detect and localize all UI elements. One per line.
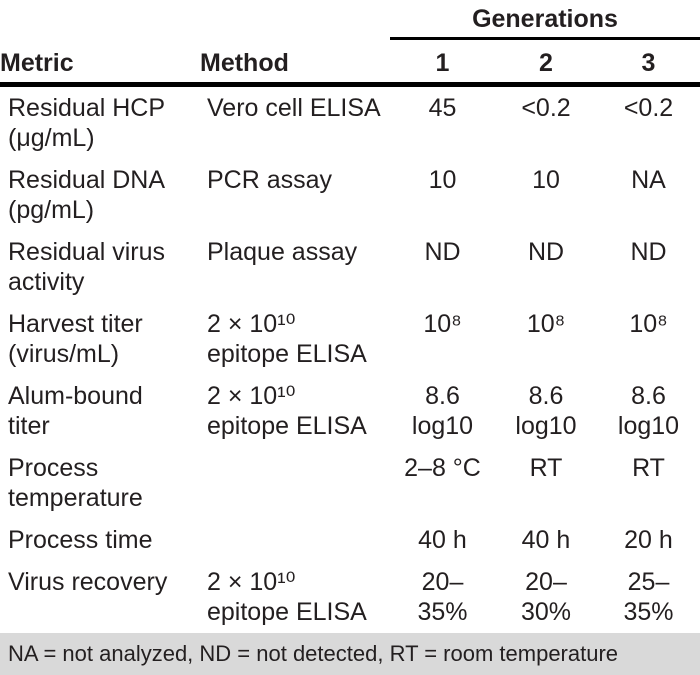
generations-group-row: Generations bbox=[0, 0, 700, 40]
method-cell: PCR assay bbox=[207, 166, 333, 194]
gen1-value-cell: 8.6 log10 bbox=[411, 382, 474, 440]
generations-group-header: Generations bbox=[390, 0, 700, 40]
metric-cell: Virus recovery bbox=[8, 568, 168, 596]
gen3-value-cell: <0.2 bbox=[623, 94, 674, 122]
table-row-residual-virus-activity: Residual virus activity Plaque assay ND … bbox=[0, 231, 700, 303]
gen2-value-cell: RT bbox=[529, 454, 563, 482]
gen1-value-cell: 10⁸ bbox=[423, 310, 462, 338]
footnote-text: NA = not analyzed, ND = not detected, RT… bbox=[8, 641, 619, 666]
metric-cell: Process temperature bbox=[8, 454, 143, 512]
table-row-process-time: Process time 40 h 40 h 20 h bbox=[0, 519, 700, 561]
gen3-value-cell: 10⁸ bbox=[629, 310, 668, 338]
gen1-value-cell: ND bbox=[424, 238, 461, 266]
table-row-harvest-titer: Harvest titer (virus/mL) 2 × 10¹⁰ epitop… bbox=[0, 303, 700, 375]
gen1-value-cell: 2–8 °C bbox=[404, 454, 481, 482]
metric-cell: Alum-bound titer bbox=[8, 382, 143, 440]
column-header-method: Method bbox=[200, 38, 390, 87]
metric-cell: Residual virus activity bbox=[8, 238, 166, 296]
method-cell: 2 × 10¹⁰ epitope ELISA bbox=[207, 310, 367, 368]
gen2-value-cell: ND bbox=[527, 238, 565, 266]
gen2-value-cell: 20– 30% bbox=[520, 568, 572, 626]
footnote-bar: NA = not analyzed, ND = not detected, RT… bbox=[0, 633, 700, 675]
metric-cell: Process time bbox=[8, 526, 153, 554]
column-header-generation-2: 2 bbox=[495, 38, 597, 87]
gen3-value-cell: NA bbox=[631, 166, 666, 194]
gen3-value-cell: ND bbox=[630, 238, 667, 266]
metric-cell: Residual DNA (pg/mL) bbox=[8, 166, 166, 224]
gen1-value-cell: 10 bbox=[428, 166, 457, 194]
gen2-value-cell: <0.2 bbox=[521, 94, 571, 122]
method-cell: Vero cell ELISA bbox=[207, 94, 381, 122]
method-cell bbox=[200, 519, 390, 561]
gen2-value-cell: 8.6 log10 bbox=[515, 382, 577, 440]
column-header-generation-3: 3 bbox=[597, 38, 700, 87]
column-header-generation-1: 1 bbox=[390, 38, 495, 87]
metrics-table: Generations Metric Method 1 2 3 Residual… bbox=[0, 0, 700, 634]
gen3-value-cell: 25– 35% bbox=[623, 568, 674, 626]
table-row-alum-bound-titer: Alum-bound titer 2 × 10¹⁰ epitope ELISA … bbox=[0, 375, 700, 447]
method-cell: 2 × 10¹⁰ epitope ELISA bbox=[207, 568, 367, 626]
gen2-value-cell: 10 bbox=[532, 166, 560, 194]
table-body: Residual HCP (μg/mL) Vero cell ELISA 45 … bbox=[0, 85, 700, 634]
method-cell: 2 × 10¹⁰ epitope ELISA bbox=[207, 382, 367, 440]
gen3-value-cell: 8.6 log10 bbox=[617, 382, 680, 440]
table-row-process-temperature: Process temperature 2–8 °C RT RT bbox=[0, 447, 700, 519]
gen2-value-cell: 10⁸ bbox=[526, 310, 566, 338]
metric-cell: Residual HCP (μg/mL) bbox=[8, 94, 166, 152]
table-header: Generations Metric Method 1 2 3 bbox=[0, 0, 700, 87]
gen3-value-cell: 20 h bbox=[624, 526, 673, 554]
table-row-residual-dna: Residual DNA (pg/mL) PCR assay 10 10 NA bbox=[0, 159, 700, 231]
table-row-residual-hcp: Residual HCP (μg/mL) Vero cell ELISA 45 … bbox=[0, 85, 700, 160]
method-cell: Plaque assay bbox=[207, 238, 358, 266]
column-header-row: Metric Method 1 2 3 bbox=[0, 38, 700, 87]
group-header-spacer bbox=[0, 0, 390, 39]
gen3-value-cell: RT bbox=[632, 454, 665, 482]
method-cell bbox=[200, 447, 390, 519]
metric-cell: Harvest titer (virus/mL) bbox=[8, 310, 143, 368]
table-row-virus-recovery: Virus recovery 2 × 10¹⁰ epitope ELISA 20… bbox=[0, 561, 700, 633]
gen1-value-cell: 20– 35% bbox=[417, 568, 468, 626]
gen1-value-cell: 40 h bbox=[418, 526, 467, 554]
column-header-metric: Metric bbox=[0, 38, 200, 87]
gen1-value-cell: 45 bbox=[428, 94, 457, 122]
gen2-value-cell: 40 h bbox=[521, 526, 571, 554]
